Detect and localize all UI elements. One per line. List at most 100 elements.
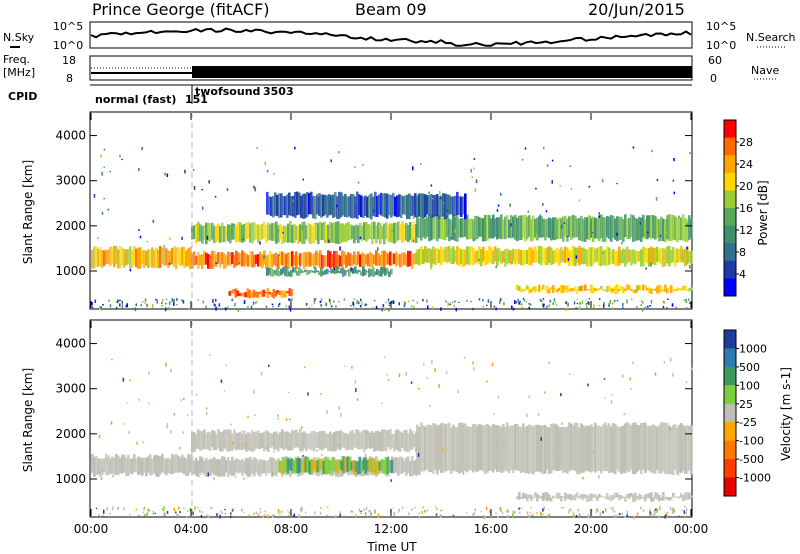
- noise-speck: [156, 299, 158, 304]
- heatmap-cell: [155, 454, 158, 477]
- noise-speck: [278, 302, 281, 306]
- heatmap-cell: [522, 289, 525, 292]
- noise-speck: [122, 377, 125, 382]
- noise-speck: [414, 506, 416, 509]
- noise-speck: [255, 302, 257, 304]
- noise-speck: [258, 513, 260, 517]
- heatmap-cell: [490, 426, 493, 471]
- noise-speck: [569, 165, 571, 167]
- noise-speck: [170, 368, 172, 373]
- heatmap-cell: [327, 224, 330, 243]
- heatmap-cell: [342, 267, 345, 277]
- heatmap-cell: [363, 222, 366, 240]
- noise-speck: [685, 307, 688, 309]
- noise-speck: [678, 515, 681, 517]
- power-band: [266, 266, 393, 278]
- heatmap-cell: [384, 456, 388, 475]
- heatmap-cell: [460, 422, 463, 473]
- heatmap-cell: [566, 285, 569, 293]
- heatmap-cell: [628, 493, 631, 499]
- heatmap-cell: [560, 427, 563, 471]
- noise-speck: [230, 423, 232, 426]
- heatmap-cell: [257, 224, 260, 244]
- noise-speck: [101, 171, 103, 176]
- heatmap-cell: [399, 254, 402, 268]
- velocity-colorbar-tick-label: 500: [739, 361, 760, 374]
- heatmap-cell: [195, 457, 198, 476]
- noise-speck: [389, 510, 392, 513]
- noise-speck: [161, 302, 163, 304]
- noise-speck: [647, 305, 649, 308]
- heatmap-cell: [197, 221, 200, 242]
- heatmap-cell: [584, 426, 587, 472]
- heatmap-cell: [506, 215, 509, 239]
- freq-tick-top: 18: [62, 54, 76, 67]
- heatmap-cell: [464, 193, 467, 220]
- heatmap-cell: [123, 249, 126, 268]
- heatmap-cell: [278, 271, 281, 277]
- heatmap-cell: [294, 192, 297, 218]
- heatmap-cell: [215, 225, 218, 243]
- y-tick-label: 3000: [55, 382, 86, 396]
- heatmap-cell: [305, 433, 308, 451]
- heatmap-cell: [672, 247, 675, 262]
- heatmap-cell: [91, 453, 94, 473]
- heatmap-cell: [354, 461, 358, 472]
- cpid-mode-twofsound: twofsound: [195, 85, 260, 98]
- noise-speck: [412, 166, 414, 171]
- velocity-colorbar-swatch: [724, 385, 736, 405]
- noise-speck: [94, 299, 97, 303]
- heatmap-cell: [143, 457, 146, 473]
- nsky-trace: [90, 27, 692, 47]
- noise-speck: [555, 304, 558, 306]
- velocity-band: [278, 456, 394, 475]
- heatmap-cell: [536, 217, 539, 241]
- noise-speck: [163, 512, 165, 514]
- heatmap-cell: [422, 249, 425, 264]
- noise-speck: [507, 509, 510, 513]
- noise-speck: [482, 299, 484, 302]
- heatmap-cell: [297, 255, 300, 265]
- heatmap-cell: [518, 426, 521, 472]
- heatmap-cell: [360, 461, 364, 473]
- heatmap-cell: [530, 425, 533, 473]
- noise-speck: [616, 515, 618, 517]
- nsky-tick-top: 10^5: [53, 20, 83, 33]
- heatmap-cell: [648, 215, 651, 238]
- noise-speck: [356, 300, 358, 304]
- noise-speck: [687, 223, 689, 226]
- heatmap-cell: [193, 251, 196, 266]
- noise-speck: [520, 303, 522, 306]
- heatmap-cell: [313, 253, 316, 268]
- noise-speck: [489, 510, 491, 514]
- noise-speck: [553, 299, 556, 302]
- heatmap-cell: [181, 246, 184, 266]
- heatmap-cell: [418, 193, 421, 217]
- heatmap-cell: [353, 251, 356, 265]
- noise-speck: [573, 301, 576, 305]
- noise-speck: [669, 357, 672, 362]
- heatmap-cell: [688, 215, 691, 240]
- noise-speck: [137, 472, 139, 476]
- noise-speck: [280, 510, 283, 513]
- velocity-colorbar-swatch: [724, 403, 736, 423]
- heatmap-cell: [287, 252, 290, 269]
- heatmap-cell: [333, 432, 336, 452]
- heatmap-cell: [179, 248, 182, 267]
- heatmap-cell: [436, 247, 439, 264]
- noise-speck: [319, 300, 322, 303]
- noise-speck: [588, 301, 590, 305]
- heatmap-cell: [602, 424, 605, 471]
- heatmap-cell: [526, 249, 529, 265]
- heatmap-cell: [361, 225, 364, 241]
- heatmap-cell: [261, 223, 264, 240]
- heatmap-cell: [414, 193, 417, 218]
- noise-speck: [95, 507, 98, 509]
- noise-speck: [143, 508, 145, 510]
- noise-speck: [609, 507, 612, 509]
- heatmap-cell: [289, 433, 292, 451]
- x-tick-label: 08:00: [274, 522, 309, 536]
- heatmap-cell: [407, 433, 410, 453]
- heatmap-cell: [294, 268, 297, 273]
- velocity-colorbar-swatch: [724, 477, 736, 497]
